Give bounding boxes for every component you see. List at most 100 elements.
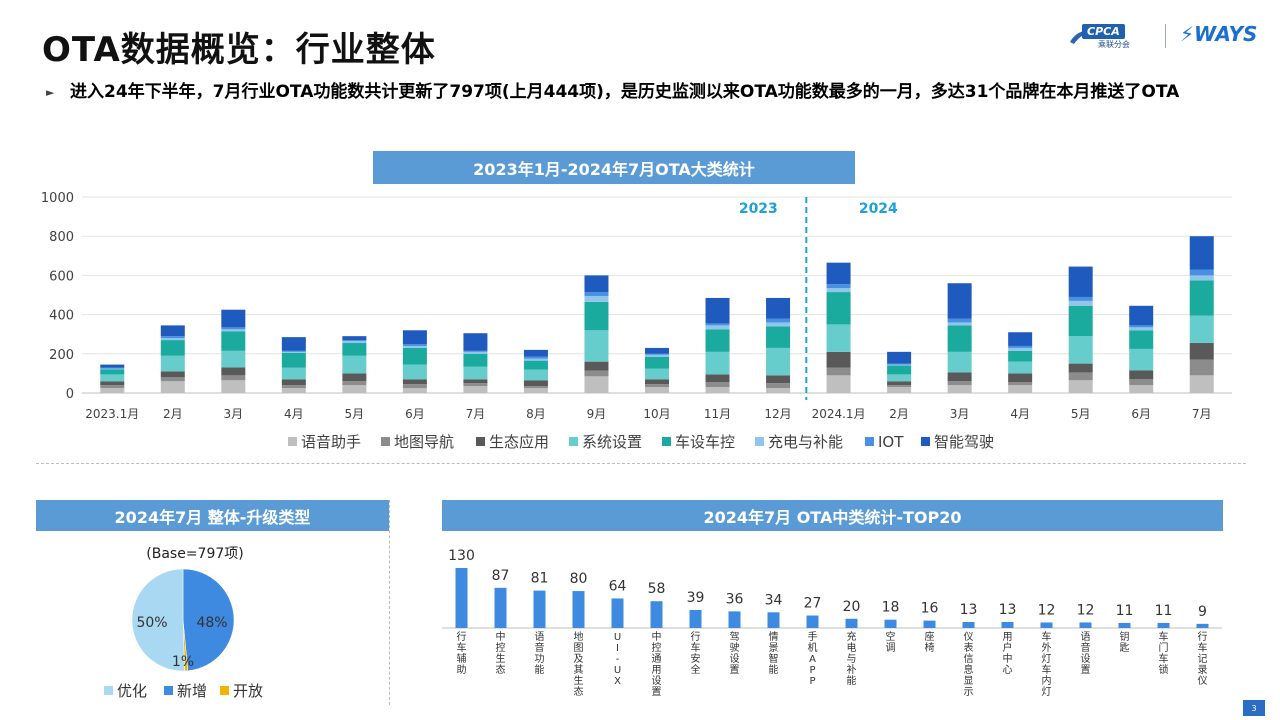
bar-segment <box>645 379 669 385</box>
top20-value-label: 13 <box>999 602 1017 618</box>
pie-slice-label: 48% <box>196 615 227 631</box>
bar-segment <box>100 385 125 389</box>
top20-category-label: 手机 A P P <box>808 630 818 687</box>
x-tick-label: 3月 <box>223 407 243 421</box>
top20-category-label: 充电与补能 <box>847 630 857 687</box>
x-tick-label: 5月 <box>1071 407 1091 421</box>
top20-bar <box>533 590 546 628</box>
bar-segment <box>160 377 185 382</box>
bar-segment <box>1068 363 1093 373</box>
bar-segment <box>766 388 791 393</box>
bar-segment <box>1008 373 1033 383</box>
top20-value-label: 9 <box>1198 604 1207 620</box>
legend-swatch <box>476 437 485 446</box>
pie-slice <box>182 568 235 672</box>
legend-swatch <box>662 437 671 446</box>
top20-bar <box>767 612 780 628</box>
bar-segment <box>523 356 548 359</box>
legend-swatch <box>865 437 874 446</box>
bar-segment <box>826 262 851 285</box>
bar-segment <box>766 297 791 319</box>
bar-segment <box>523 369 548 381</box>
bar-segment <box>100 368 125 370</box>
top20-value-label: 11 <box>1116 603 1134 619</box>
top20-category-label: 空调 <box>886 630 896 654</box>
x-tick-label: 5月 <box>345 407 365 421</box>
legend-label: 充电与补能 <box>768 433 843 451</box>
cpca-swoosh-icon <box>1070 30 1091 44</box>
bar-segment <box>826 284 851 289</box>
bar-segment <box>463 366 488 380</box>
bar-segment <box>160 325 185 337</box>
bar-segment <box>1008 347 1033 351</box>
bar-segment <box>1189 359 1214 376</box>
section-divider-horizontal <box>36 463 1246 464</box>
cpca-logo: CPCA 乘联分会 <box>1068 22 1148 50</box>
legend-label: 生态应用 <box>489 433 549 451</box>
bar-segment <box>1129 327 1154 331</box>
bar-segment <box>1068 296 1093 301</box>
legend-label: 开放 <box>233 682 263 700</box>
bar-segment <box>705 351 730 375</box>
bar-segment <box>584 295 609 302</box>
bar-segment <box>281 385 306 389</box>
top20-category-label: 行车记录仪 <box>1198 630 1208 687</box>
top20-value-label: 80 <box>570 571 588 587</box>
bar-segment <box>947 385 972 393</box>
bar-segment <box>160 355 185 372</box>
x-tick-label: 2月 <box>889 407 909 421</box>
bar-segment <box>645 353 669 355</box>
bar-segment <box>705 297 730 324</box>
bar-segment <box>1129 325 1154 328</box>
bar-segment <box>281 388 306 393</box>
bar-segment <box>402 388 427 393</box>
top20-bar <box>728 611 741 628</box>
bar-segment <box>705 382 730 388</box>
ways-mark-icon: ⚡ <box>1180 22 1195 46</box>
bar-segment <box>402 364 427 380</box>
bar-segment <box>1008 385 1033 393</box>
x-tick-label: 3月 <box>950 407 970 421</box>
bar-segment <box>1068 300 1093 306</box>
bar-segment <box>645 368 669 380</box>
bar-segment <box>100 367 125 369</box>
bar-segment <box>1189 343 1214 360</box>
bar-segment <box>826 324 851 352</box>
top20-bar <box>611 598 624 628</box>
cpca-cn: 乘联分会 <box>1098 40 1130 49</box>
bar-segment <box>584 376 609 393</box>
top20-value-label: 20 <box>843 599 861 615</box>
legend-swatch <box>288 437 297 446</box>
bar-segment <box>584 370 609 377</box>
bar-segment <box>1189 236 1214 270</box>
x-tick-label: 2024.1月 <box>812 407 866 421</box>
bar-segment <box>1068 336 1093 364</box>
bar-segment <box>826 351 851 368</box>
stacked-chart-banner: 2023年1月-2024年7月OTA大类统计 <box>373 151 855 184</box>
bar-segment <box>281 337 306 351</box>
bar-segment <box>402 344 427 346</box>
bar-segment <box>887 363 912 365</box>
bar-segment <box>342 373 367 382</box>
bar-segment <box>342 381 367 386</box>
bar-segment <box>705 329 730 352</box>
bar-segment <box>1068 380 1093 393</box>
pie-slice-label: 1% <box>172 654 194 670</box>
cpca-tag: CPCA <box>1082 24 1125 39</box>
y-tick-label: 600 <box>49 269 74 284</box>
top20-category-label: 中控生态 <box>496 630 506 676</box>
y-tick-label: 800 <box>49 230 74 245</box>
top20-value-label: 39 <box>687 590 705 606</box>
top20-value-label: 12 <box>1077 602 1095 618</box>
legend-swatch <box>220 686 229 695</box>
bar-segment <box>160 338 185 341</box>
bar-segment <box>947 322 972 326</box>
top20-bar <box>806 615 819 628</box>
legend-swatch <box>921 437 930 446</box>
bar-segment <box>221 327 246 330</box>
bar-segment <box>705 325 730 330</box>
bar-segment <box>281 379 306 386</box>
year-label-2024: 2024 <box>859 201 898 217</box>
bar-segment <box>342 341 367 344</box>
top20-value-label: 87 <box>492 568 510 584</box>
